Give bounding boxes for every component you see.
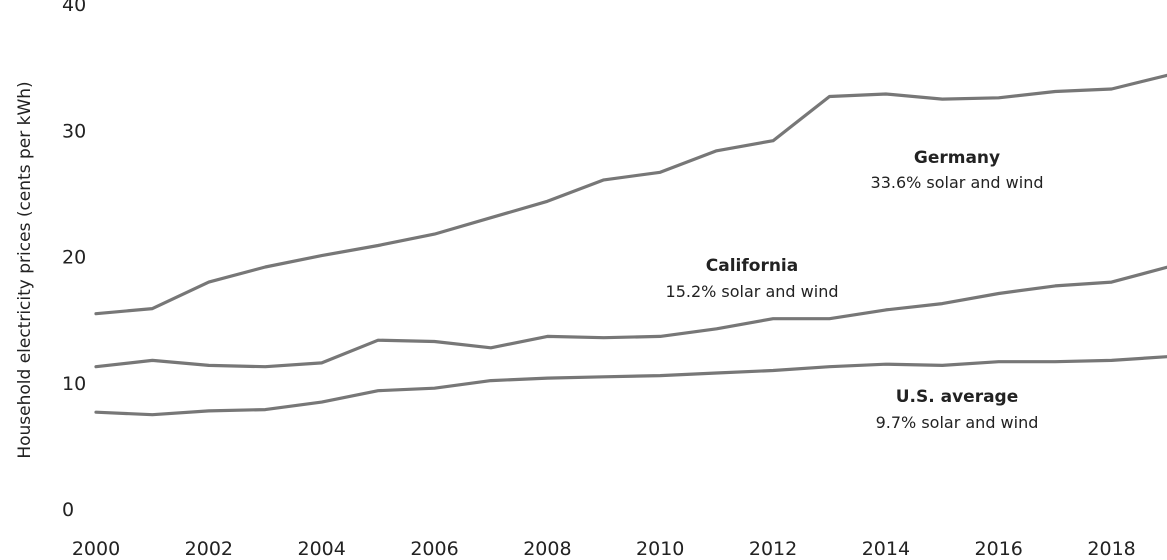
california-note: 15.2% solar and wind [666, 282, 839, 301]
y-tick-label: 10 [62, 373, 86, 395]
x-tick-label: 2012 [749, 538, 797, 560]
x-tick-label: 2000 [72, 538, 120, 560]
y-axis-ticks: 0 10 20 30 40 [62, 0, 86, 521]
x-tick-label: 2004 [298, 538, 346, 560]
germany-note: 33.6% solar and wind [871, 173, 1044, 192]
y-tick-label: 20 [62, 247, 86, 269]
x-tick-label: 2010 [636, 538, 684, 560]
series-lines [94, 73, 1167, 417]
series-labels: Germany 33.6% solar and wind California … [666, 148, 1044, 432]
california-line [94, 265, 1167, 369]
x-axis-ticks: 2000 2002 2004 2006 2008 2010 2012 2014 2016 2018 [72, 538, 1136, 560]
y-tick-label: 40 [62, 0, 86, 16]
x-tick-label: 2018 [1087, 538, 1135, 560]
x-tick-label: 2016 [975, 538, 1023, 560]
y-tick-label: 30 [62, 120, 86, 142]
y-tick-label: 0 [62, 499, 74, 521]
us-average-label: U.S. average [896, 387, 1019, 407]
x-tick-label: 2006 [410, 538, 458, 560]
x-tick-label: 2002 [185, 538, 233, 560]
x-tick-label: 2014 [862, 538, 910, 560]
x-tick-label: 2008 [523, 538, 571, 560]
us-average-note: 9.7% solar and wind [876, 413, 1039, 432]
germany-line [94, 73, 1167, 316]
us-average-line [94, 355, 1167, 417]
california-label: California [706, 256, 798, 276]
germany-label: Germany [914, 148, 1000, 168]
y-axis-label: Household electricity prices (cents per … [15, 81, 35, 458]
